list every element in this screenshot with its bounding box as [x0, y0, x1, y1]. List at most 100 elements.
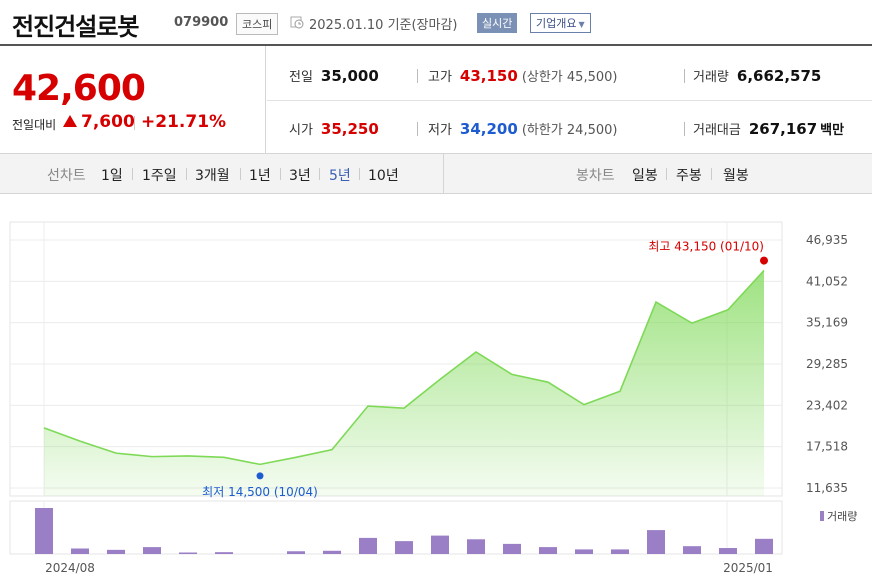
open-label: 시가 [289, 123, 313, 138]
price-chart-svg: 46,935 41,052 35,169 29,285 23,402 17,518 11,6… [9, 221, 857, 575]
stock-header: 전진건설로봇 079900 코스피 2025.01.10 기준(장마감) 실시간… [0, 0, 872, 46]
price-chart: 46,935 41,052 35,169 29,285 23,402 17,518 11,6… [0, 194, 872, 583]
y-tick-label: 46,935 [806, 233, 848, 247]
volume-bar [107, 549, 125, 554]
low-annotation: 최저 14,500 (10/04) [202, 485, 318, 499]
tab-separator [711, 168, 712, 180]
upper-limit: (상한가 45,500) [521, 70, 618, 85]
market-badge: 코스피 [236, 13, 279, 35]
volume-bar [647, 530, 665, 554]
volume-bar [395, 541, 413, 554]
y-tick-label: 41,052 [806, 274, 848, 288]
lower-limit: (하한가 24,500) [521, 123, 618, 138]
current-price-box: 42,600 전일대비 7,600 +21.71% [0, 46, 266, 154]
low-label: 저가 [428, 123, 452, 138]
stock-name: 전진건설로봇 [12, 13, 139, 41]
open-cell: 시가 35,250 [289, 119, 379, 138]
high-marker [760, 256, 768, 265]
line-chart-label: 선차트 [47, 168, 86, 184]
volume-bar [359, 537, 377, 554]
volume-bar [719, 548, 737, 554]
tab-daily[interactable]: 일봉 [632, 168, 658, 184]
candle-chart-label: 봉차트 [576, 168, 615, 184]
tabs-divider [443, 154, 444, 194]
header-divider [0, 44, 872, 46]
price-line [43, 269, 765, 466]
volume-bar [683, 546, 701, 554]
tab-10y[interactable]: 10년 [368, 168, 399, 184]
company-overview-dropdown[interactable]: 기업개요 ▼ [530, 13, 591, 33]
volume-value: 6,662,575 [736, 67, 822, 85]
y-tick-label: 29,285 [806, 357, 848, 371]
change-percent: +21.71% [141, 112, 227, 132]
volume-bar [35, 508, 53, 554]
tab-separator [186, 168, 187, 180]
y-tick-label: 17,518 [806, 440, 848, 454]
tab-separator [240, 168, 241, 180]
tab-separator [132, 168, 133, 180]
high-cell: 고가 43,150 (상한가 45,500) [428, 66, 617, 85]
high-label: 고가 [428, 70, 452, 85]
trade-value-label: 거래대금 [693, 123, 741, 138]
volume-bar [575, 549, 593, 554]
cell-separator [417, 122, 418, 136]
volume-bar [539, 547, 557, 554]
volume-cell: 거래량 6,662,575 [693, 66, 821, 85]
volume-bar [503, 543, 521, 554]
volume-bar [323, 550, 341, 554]
y-tick-label: 35,169 [806, 316, 848, 330]
volume-bar [143, 547, 161, 554]
tab-3m[interactable]: 3개월 [195, 168, 230, 184]
tab-1y[interactable]: 1년 [249, 168, 271, 184]
cell-separator [684, 122, 685, 136]
volume-label: 거래량 [693, 70, 729, 85]
stock-code: 079900 [174, 15, 229, 30]
change-label: 전일대비 [12, 118, 57, 132]
cell-separator [684, 69, 685, 83]
company-overview-label: 기업개요 [536, 17, 577, 30]
prev-close-value: 35,000 [320, 67, 379, 85]
x-tick-label: 2025/01 [723, 561, 773, 575]
y-tick-label: 11,635 [806, 481, 848, 495]
summary-row-divider [267, 100, 872, 101]
tab-monthly[interactable]: 월봉 [723, 168, 749, 184]
price-summary: 42,600 전일대비 7,600 +21.71% 전일 35,000 고가 43,… [0, 46, 872, 154]
up-triangle-icon [63, 115, 77, 127]
tab-separator [319, 168, 320, 180]
tab-5y[interactable]: 5년 [329, 168, 351, 184]
high-annotation: 최고 43,150 (01/10) [648, 240, 764, 254]
x-tick-label: 2024/08 [45, 561, 95, 575]
base-date: 2025.01.10 기준(장마감) [309, 18, 458, 33]
high-value: 43,150 [459, 67, 518, 85]
volume-bar [611, 549, 629, 554]
low-cell: 저가 34,200 (하한가 24,500) [428, 119, 617, 138]
trade-value: 267,167 [748, 120, 818, 138]
prev-close-label: 전일 [289, 70, 313, 85]
volume-bar [467, 539, 485, 554]
tab-weekly[interactable]: 주봉 [676, 168, 702, 184]
tab-separator [359, 168, 360, 180]
y-tick-label: 23,402 [806, 398, 848, 412]
volume-bar [215, 552, 233, 554]
volume-legend: 거래량 [827, 510, 857, 523]
prev-close-cell: 전일 35,000 [289, 66, 379, 85]
chevron-down-icon: ▼ [578, 20, 585, 29]
tab-1w[interactable]: 1주일 [142, 168, 177, 184]
volume-bar [755, 538, 773, 554]
cell-separator [417, 69, 418, 83]
low-value: 34,200 [459, 120, 518, 138]
realtime-button[interactable]: 실시간 [477, 13, 518, 33]
price-area [44, 270, 764, 496]
tab-1d[interactable]: 1일 [101, 168, 123, 184]
volume-legend-swatch [820, 511, 824, 521]
volume-bar [431, 535, 449, 554]
low-marker [256, 472, 264, 480]
tab-3y[interactable]: 3년 [289, 168, 311, 184]
change-separator [134, 116, 135, 130]
tab-separator [666, 168, 667, 180]
volume-bar [287, 551, 305, 554]
volume-bar [71, 548, 89, 554]
trade-value-unit: 백만 [820, 123, 845, 138]
tab-separator [280, 168, 281, 180]
change-value: 7,600 [81, 112, 135, 132]
